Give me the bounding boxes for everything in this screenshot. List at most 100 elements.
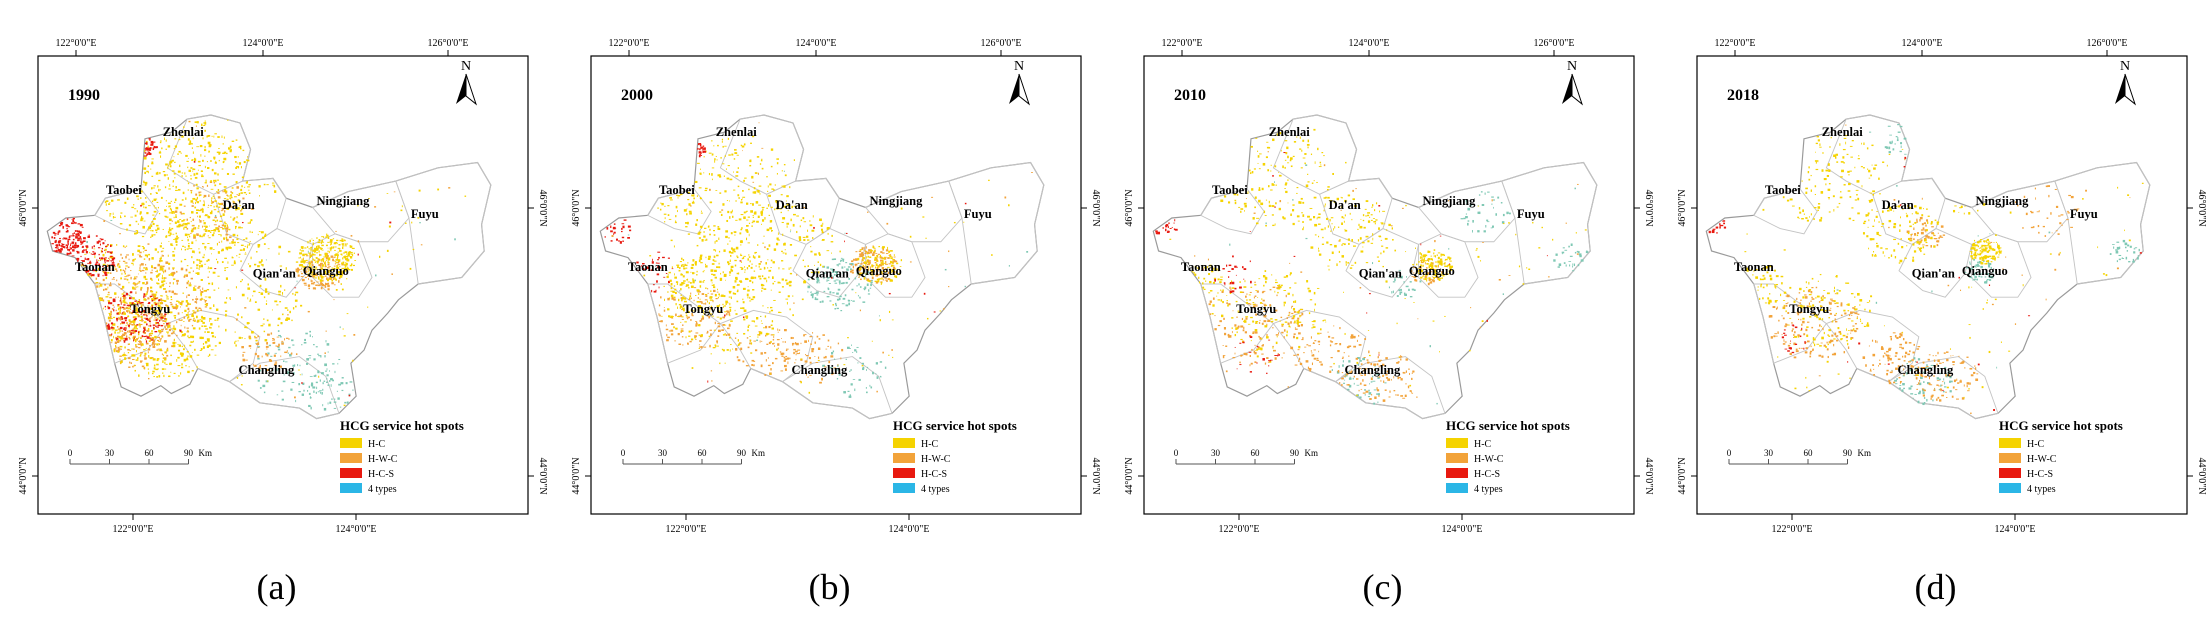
hotspot-patch	[319, 265, 321, 268]
hotspot-patch	[807, 285, 811, 289]
hotspot-patch	[838, 263, 841, 265]
hotspot-patch	[150, 290, 154, 293]
hotspot-patch	[188, 310, 190, 312]
hotspot-patch	[190, 167, 193, 169]
hotspot-patch	[106, 210, 108, 212]
hotspot-patch	[765, 332, 769, 336]
hotspot-patch	[90, 253, 93, 255]
hotspot-patch	[120, 323, 122, 325]
hotspot-patch	[839, 250, 841, 253]
hotspot-patch	[141, 269, 145, 272]
hotspot-patch	[163, 358, 167, 361]
hotspot-patch	[348, 394, 351, 397]
hotspot-patch	[143, 267, 146, 269]
hotspot-patch	[1298, 309, 1301, 312]
hotspot-patch	[123, 352, 125, 354]
district-boundary	[312, 233, 373, 298]
hotspot-patch	[737, 359, 741, 362]
hotspot-patch	[199, 289, 201, 292]
hotspot-patch	[895, 275, 898, 279]
hotspot-patch	[677, 197, 679, 199]
hotspot-patch	[198, 248, 200, 250]
hotspot-patch	[211, 253, 212, 255]
hotspot-patch	[684, 297, 687, 300]
hotspot-patch	[221, 240, 223, 243]
hotspot-patch	[698, 155, 701, 158]
hotspot-patch	[135, 291, 137, 295]
hotspot-patch	[302, 254, 304, 256]
hotspot-patch	[97, 267, 101, 271]
hotspot-patch	[149, 313, 151, 314]
hotspot-patch	[405, 222, 407, 224]
hotspot-patch	[795, 359, 797, 361]
district-boundary	[94, 188, 159, 235]
hotspot-patch	[123, 299, 126, 302]
hotspot-patch	[308, 287, 310, 290]
hotspot-patch	[278, 334, 281, 337]
hotspot-patch	[736, 256, 739, 259]
hotspot-patch	[1377, 393, 1380, 396]
hotspot-patch	[1311, 352, 1313, 354]
hotspot-patch	[172, 180, 174, 183]
hotspot-patch	[653, 290, 657, 293]
hotspot-patch	[66, 245, 69, 248]
hotspot-patch	[320, 259, 322, 262]
hotspot-patch	[148, 371, 150, 375]
hotspot-patch	[242, 351, 246, 353]
hotspot-patch	[614, 227, 617, 229]
hotspot-patch	[688, 287, 690, 289]
hotspot-patch	[218, 148, 220, 149]
hotspot-patch	[734, 231, 737, 234]
hotspot-patch	[819, 263, 822, 267]
hotspot-patch	[670, 282, 673, 286]
hotspot-patch	[1242, 355, 1244, 357]
hotspot-patch	[193, 317, 195, 320]
hotspot-patch	[167, 307, 168, 310]
hotspot-patch	[203, 233, 206, 235]
hotspot-patch	[1311, 362, 1313, 366]
hotspot-patch	[57, 249, 61, 252]
hotspot-patch	[281, 340, 284, 342]
hotspot-patch	[685, 285, 687, 287]
hotspot-patch	[184, 223, 188, 226]
hotspot-patch	[301, 250, 305, 252]
hotspot-patch	[703, 172, 705, 174]
hotspot-patch	[202, 186, 204, 188]
hotspot-patch	[676, 282, 678, 286]
hotspot-patch	[311, 382, 314, 385]
hotspot-patch	[1305, 360, 1309, 363]
hotspot-patch	[213, 172, 217, 175]
hotspot-patch	[310, 270, 313, 272]
hotspot-patch	[264, 278, 267, 281]
hotspot-patch	[242, 358, 246, 362]
hotspot-patch	[169, 362, 172, 365]
hotspot-patch	[58, 243, 61, 247]
legend-item-label: H-C-S	[921, 469, 947, 480]
hotspot-patch	[150, 306, 152, 308]
hotspot-patch	[1318, 350, 1320, 353]
hotspot-patch	[208, 282, 211, 285]
hotspot-patch	[726, 349, 729, 351]
hotspot-patch	[179, 302, 183, 305]
hotspot-patch	[300, 264, 303, 267]
hotspot-patch	[307, 278, 310, 280]
hotspot-patch	[721, 348, 724, 351]
hotspot-patch	[97, 274, 100, 277]
hotspot-patch	[128, 304, 131, 306]
hotspot-patch	[102, 253, 105, 257]
hotspot-patch	[804, 360, 808, 363]
hotspot-patch	[767, 357, 769, 359]
hotspot-patch	[314, 374, 317, 377]
hotspot-patch	[79, 231, 82, 234]
hotspot-patch	[155, 319, 158, 322]
hotspot-patch	[327, 271, 330, 274]
hotspot-patch	[234, 244, 236, 246]
hotspot-patch	[831, 234, 833, 237]
hotspot-patch	[858, 267, 862, 270]
hotspot-patch	[173, 332, 175, 334]
hotspot-patch	[319, 390, 322, 392]
hotspot-patch	[775, 200, 778, 203]
hotspot-patch	[283, 360, 285, 363]
hotspot-patch	[190, 190, 193, 192]
hotspot-patch	[761, 340, 763, 342]
